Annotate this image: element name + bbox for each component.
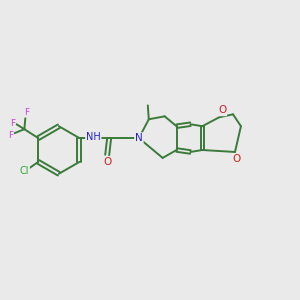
Text: N: N (135, 133, 143, 143)
Text: F: F (8, 130, 13, 140)
Text: Cl: Cl (20, 166, 29, 176)
Text: O: O (218, 105, 226, 116)
Text: F: F (24, 108, 29, 117)
Text: O: O (233, 154, 241, 164)
Text: F: F (10, 119, 15, 128)
Text: NH: NH (86, 132, 101, 142)
Text: O: O (103, 157, 111, 167)
